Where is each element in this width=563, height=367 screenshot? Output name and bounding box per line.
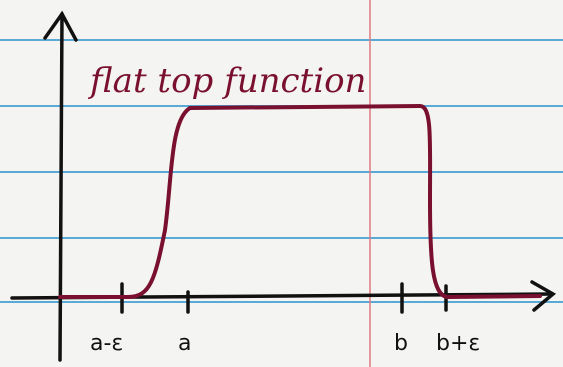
- x-label: a-ε: [90, 331, 123, 356]
- paper: [0, 0, 563, 367]
- x-label: b+ε: [436, 331, 480, 356]
- x-label: a: [178, 331, 191, 356]
- diagram: flat top function a-ε a b b+ε: [0, 0, 563, 367]
- x-label: b: [394, 331, 408, 356]
- y-axis: [60, 14, 62, 360]
- diagram-title: flat top function: [87, 61, 366, 101]
